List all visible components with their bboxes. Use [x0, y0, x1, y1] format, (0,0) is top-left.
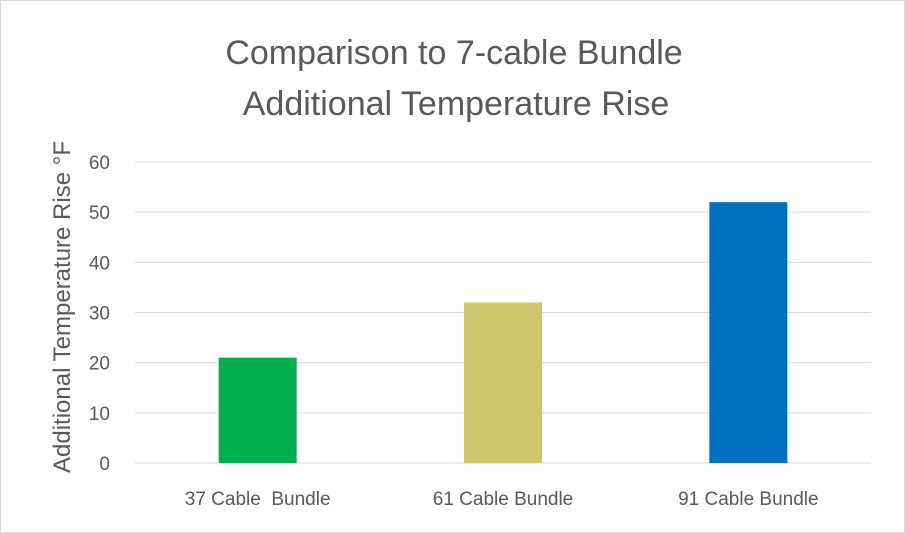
bar-2	[464, 302, 542, 463]
y-tick-label: 20	[89, 354, 110, 375]
y-tick-label: 60	[89, 153, 110, 174]
bar-1	[218, 357, 297, 463]
y-axis-title: Additional Temperature Rise °F	[49, 141, 76, 473]
chart-title-line-2: Additional Temperature Rise	[243, 85, 670, 123]
x-tick-label: 37 Cable Bundle	[185, 489, 331, 510]
y-tick-label: 10	[89, 404, 110, 425]
y-tick-label: 30	[89, 304, 110, 325]
chart-title: Comparison to 7-cable Bundle Additional …	[225, 34, 682, 123]
bars	[218, 202, 788, 463]
y-tick-label: 40	[89, 253, 110, 274]
y-tick-label: 50	[89, 203, 110, 224]
y-axis-tick-labels: 0 10 20 30 40 50 60	[89, 153, 110, 475]
x-tick-label: 61 Cable Bundle	[433, 489, 574, 510]
bar-3	[709, 202, 788, 463]
chart-title-line-1: Comparison to 7-cable Bundle	[225, 34, 682, 72]
y-tick-label: 0	[99, 454, 110, 475]
x-axis-tick-labels: 37 Cable Bundle 61 Cable Bundle 91 Cable B…	[185, 489, 819, 510]
x-tick-label: 91 Cable Bundle	[678, 489, 819, 510]
